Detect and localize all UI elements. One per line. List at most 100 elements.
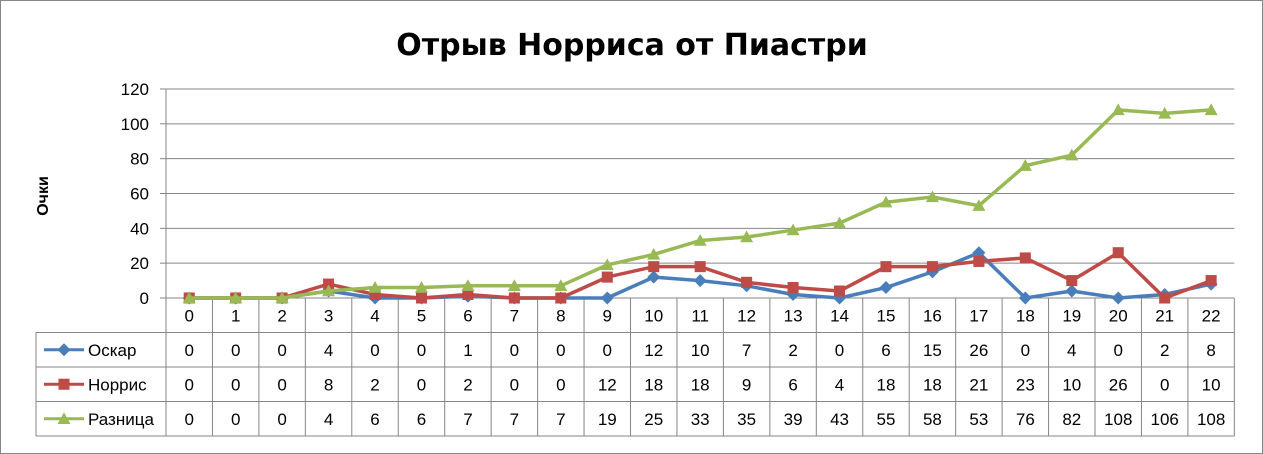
data-point bbox=[1066, 275, 1078, 287]
data-point bbox=[368, 281, 382, 293]
table-cell: 35 bbox=[737, 410, 756, 429]
x-tick-label: 3 bbox=[324, 306, 333, 325]
data-point bbox=[741, 276, 753, 288]
x-tick-label: 22 bbox=[1202, 306, 1221, 325]
table-cell: 0 bbox=[835, 341, 844, 360]
y-tick-label: 20 bbox=[130, 254, 149, 273]
table-cell: 58 bbox=[923, 410, 942, 429]
x-tick-label: 12 bbox=[737, 306, 756, 325]
table-cell: 0 bbox=[277, 375, 286, 394]
data-point bbox=[1018, 159, 1032, 171]
data-point bbox=[601, 271, 613, 283]
table-cell: 18 bbox=[644, 375, 663, 394]
table-cell: 6 bbox=[881, 341, 890, 360]
data-point bbox=[648, 261, 660, 273]
table-cell: 8 bbox=[324, 375, 333, 394]
data-point bbox=[415, 292, 427, 304]
legend-entry: Оскар bbox=[88, 341, 136, 360]
data-point bbox=[1111, 103, 1125, 116]
table-cell: 0 bbox=[231, 341, 240, 360]
data-point bbox=[600, 258, 614, 271]
table-cell: 6 bbox=[370, 410, 379, 429]
data-point bbox=[740, 230, 754, 243]
x-tick-label: 5 bbox=[417, 306, 426, 325]
data-point bbox=[879, 195, 893, 208]
data-point bbox=[323, 278, 335, 290]
x-tick-label: 13 bbox=[784, 306, 803, 325]
table-cell: 82 bbox=[1062, 410, 1081, 429]
legend-key-marker bbox=[58, 378, 70, 390]
x-tick-label: 16 bbox=[923, 306, 942, 325]
table-cell: 7 bbox=[463, 410, 472, 429]
x-tick-label: 10 bbox=[644, 306, 663, 325]
x-tick-label: 20 bbox=[1109, 306, 1128, 325]
y-tick-label: 40 bbox=[130, 219, 149, 238]
table-cell: 0 bbox=[370, 341, 379, 360]
table-cell: 0 bbox=[184, 410, 193, 429]
table-cell: 9 bbox=[742, 375, 751, 394]
y-axis-ticks: 0 20 40 60 80 100 120 bbox=[121, 80, 149, 308]
series-group bbox=[182, 103, 1218, 304]
table-cell: 19 bbox=[598, 410, 617, 429]
table-cell: 26 bbox=[969, 341, 988, 360]
table-cell: 7 bbox=[556, 410, 565, 429]
table-cell: 76 bbox=[1016, 410, 1035, 429]
data-point bbox=[414, 281, 428, 293]
chart-title: Отрыв Норриса от Пиастри bbox=[396, 28, 868, 63]
data-point bbox=[229, 291, 243, 304]
x-tick-label: 14 bbox=[830, 306, 849, 325]
y-tick-label: 80 bbox=[130, 150, 149, 169]
data-point bbox=[925, 190, 939, 203]
y-tick-label: 120 bbox=[121, 80, 149, 99]
table-cell: 0 bbox=[1113, 341, 1122, 360]
x-tick-label: 17 bbox=[969, 306, 988, 325]
data-point bbox=[600, 291, 614, 305]
x-tick-label: 1 bbox=[231, 306, 240, 325]
table-cell: 2 bbox=[1160, 341, 1169, 360]
x-tick-label: 15 bbox=[877, 306, 896, 325]
data-point bbox=[461, 279, 475, 292]
legend-key-marker bbox=[57, 412, 71, 424]
data-point bbox=[275, 291, 289, 304]
data-point bbox=[1204, 103, 1218, 116]
table-cell: 0 bbox=[510, 375, 519, 394]
data-point bbox=[182, 291, 196, 304]
table-cell: 4 bbox=[1067, 341, 1076, 360]
data-point bbox=[972, 246, 986, 260]
table-cell: 106 bbox=[1150, 410, 1178, 429]
table-cell: 0 bbox=[277, 341, 286, 360]
data-point bbox=[787, 282, 799, 294]
x-tick-label: 2 bbox=[277, 306, 286, 325]
data-point bbox=[1111, 291, 1125, 305]
table-cell: 0 bbox=[184, 341, 193, 360]
x-tick-label: 6 bbox=[463, 306, 472, 325]
x-tick-label: 8 bbox=[556, 306, 565, 325]
table-cell: 4 bbox=[835, 375, 844, 394]
table-cell: 10 bbox=[691, 341, 710, 360]
gridlines bbox=[160, 88, 1235, 299]
table-cell: 25 bbox=[644, 410, 663, 429]
table-cell: 4 bbox=[324, 410, 333, 429]
table-cell: 0 bbox=[417, 341, 426, 360]
table-cell: 108 bbox=[1104, 410, 1132, 429]
data-table: 0 1 2 3 4 5 6 7 8 9 10 11 12 13 14 15 16 17 18 19 20 21 22Оска… bbox=[35, 297, 1235, 437]
table-cell: 108 bbox=[1197, 410, 1225, 429]
table-cell: 21 bbox=[969, 375, 988, 394]
y-tick-label: 0 bbox=[140, 289, 149, 308]
table-cell: 0 bbox=[556, 375, 565, 394]
table-cell: 39 bbox=[784, 410, 803, 429]
y-tick-label: 100 bbox=[121, 115, 149, 134]
data-point bbox=[647, 247, 661, 260]
data-point bbox=[972, 199, 986, 211]
table-cell: 15 bbox=[923, 341, 942, 360]
data-point bbox=[1019, 252, 1031, 264]
table-cell: 26 bbox=[1109, 375, 1128, 394]
table-cell: 33 bbox=[691, 410, 710, 429]
data-point bbox=[1205, 275, 1217, 287]
data-point bbox=[786, 223, 800, 236]
table-cell: 0 bbox=[603, 341, 612, 360]
data-point bbox=[1158, 106, 1172, 119]
table-cell: 0 bbox=[417, 375, 426, 394]
data-point bbox=[1065, 148, 1079, 161]
